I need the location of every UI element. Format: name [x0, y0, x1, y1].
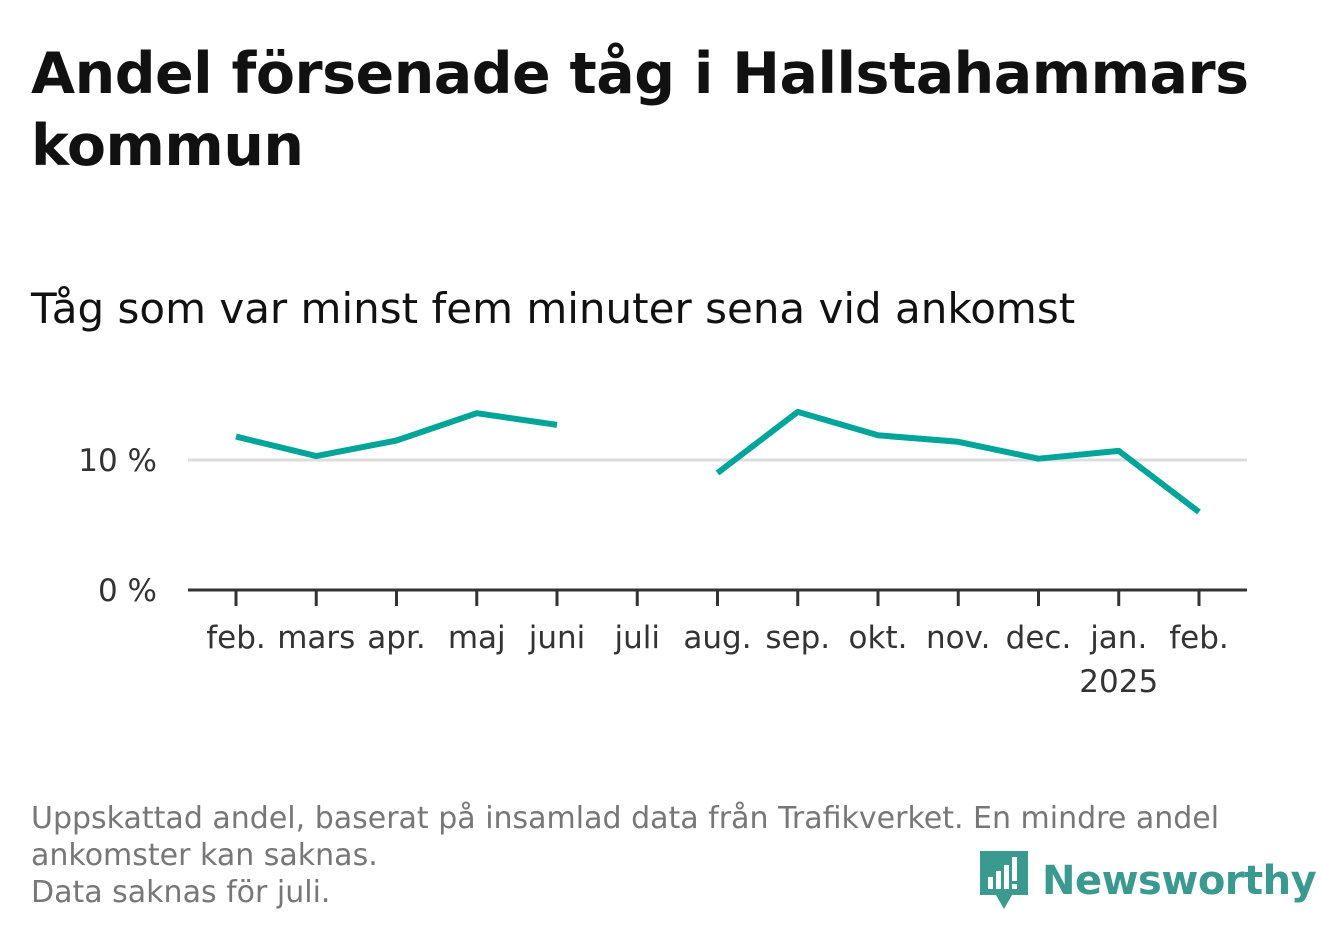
chart-title: Andel försenade tåg i Hallstahammars kom…: [31, 41, 1249, 179]
x-tick-label: sep.: [765, 620, 830, 656]
x-axis: [188, 588, 1247, 606]
data-point: [554, 422, 560, 428]
x-tick-label: jan.: [1089, 620, 1147, 656]
y-tick-label: 0 %: [98, 573, 157, 609]
x-tick-label: mars: [277, 620, 355, 656]
x-tick-label: nov.: [926, 620, 990, 656]
x-tick-label: dec.: [1006, 620, 1072, 656]
chart-subtitle: Tåg som var minst fem minuter sena vid a…: [31, 284, 1076, 333]
newsworthy-logo[interactable]: Newsworthy: [980, 850, 1317, 912]
series-line: [715, 408, 1201, 515]
footnote-line-1: Uppskattad andel, baserat på insamlad da…: [31, 801, 1220, 873]
newsworthy-logo-icon: [980, 851, 1028, 909]
data-point: [1036, 456, 1042, 462]
y-tick-label: 10 %: [78, 443, 157, 479]
data-point: [313, 453, 319, 459]
series-layer: [233, 408, 1202, 515]
data-point: [715, 470, 721, 476]
label-layer: 0 % 10 % feb. mars apr. maj juni juli aug. sep. ok…: [78, 443, 1229, 700]
data-point: [474, 410, 480, 416]
x-tick-year-label: 2025: [1079, 664, 1158, 700]
newsworthy-logo-text: Newsworthy: [1042, 858, 1317, 904]
x-tick-label: juni: [528, 620, 586, 656]
series-line: [235, 410, 558, 460]
x-tick-label: juli: [614, 620, 661, 656]
x-tick-label: maj: [448, 620, 506, 656]
footnote: Uppskattad andel, baserat på insamlad da…: [31, 800, 1291, 911]
data-point: [795, 409, 801, 415]
x-tick-label: okt.: [849, 620, 908, 656]
data-point: [1116, 448, 1122, 454]
data-point: [1196, 509, 1202, 515]
x-tick-label: apr.: [367, 620, 425, 656]
data-point: [875, 432, 881, 438]
x-tick-label: aug.: [683, 620, 751, 656]
data-point: [955, 439, 961, 445]
footnote-line-2: Data saknas för juli.: [31, 875, 331, 910]
data-point: [394, 438, 400, 444]
x-tick-label: feb.: [206, 620, 266, 656]
x-tick-label: feb.: [1169, 620, 1229, 656]
data-point: [233, 434, 239, 440]
